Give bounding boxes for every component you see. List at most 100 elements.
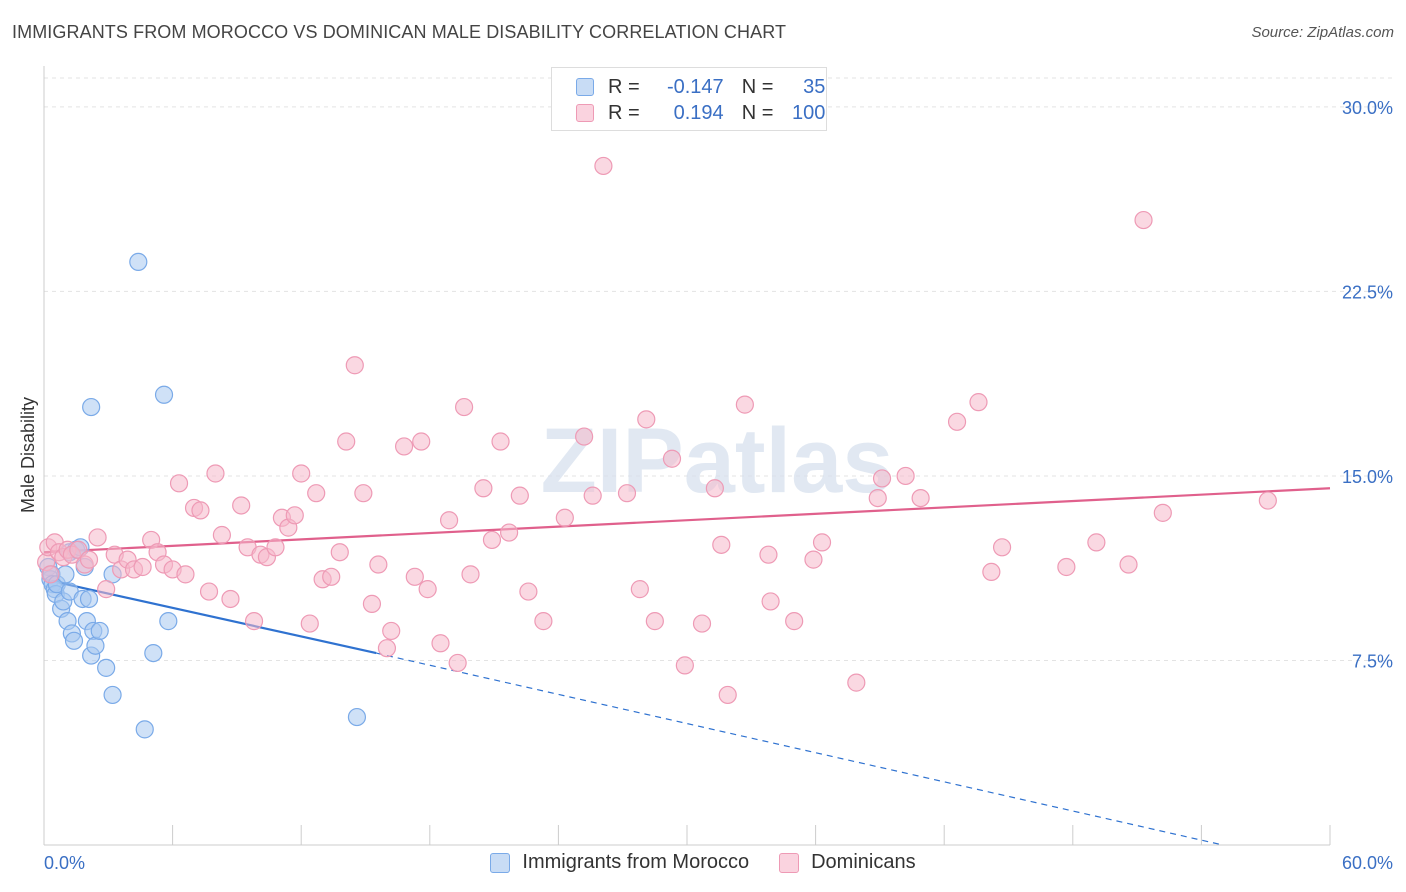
point-dominicans xyxy=(345,356,364,375)
point-morocco xyxy=(64,631,84,650)
y-axis-label: Male Disability xyxy=(18,397,38,513)
legend-swatch-dominicans xyxy=(576,104,594,122)
point-dominicans xyxy=(969,393,988,412)
point-dominicans xyxy=(510,486,529,505)
legend-row-morocco: R = -0.147 N = 35 xyxy=(576,74,825,100)
point-dominicans xyxy=(662,449,682,468)
point-dominicans xyxy=(169,474,189,493)
point-dominicans xyxy=(454,397,474,417)
point-dominicans xyxy=(362,594,382,613)
point-morocco xyxy=(82,397,101,417)
point-dominicans xyxy=(1119,555,1138,574)
point-dominicans xyxy=(412,432,431,451)
legend-n-value-dominicans: 100 xyxy=(792,101,826,124)
y-tick-label: 22.5% xyxy=(1342,282,1393,302)
point-dominicans xyxy=(232,496,251,515)
point-dominicans xyxy=(896,466,915,486)
x-tick-label: 60.0% xyxy=(1342,853,1393,873)
point-dominicans xyxy=(500,523,519,542)
point-dominicans xyxy=(292,464,311,483)
point-dominicans xyxy=(244,612,264,631)
point-dominicans xyxy=(191,501,210,520)
point-dominicans xyxy=(630,580,649,599)
point-dominicans xyxy=(431,634,450,653)
chart-title: IMMIGRANTS FROM MOROCCO VS DOMINICAN MAL… xyxy=(12,22,787,42)
series-label-morocco: Immigrants from Morocco xyxy=(522,851,750,873)
point-morocco xyxy=(90,621,109,641)
point-dominicans xyxy=(88,528,107,547)
point-morocco xyxy=(135,720,154,739)
point-dominicans xyxy=(1087,533,1106,552)
point-dominicans xyxy=(221,589,240,609)
correlation-legend: R = -0.147 N = 35 R = 0.194 N = 100 xyxy=(551,67,827,131)
point-dominicans xyxy=(705,479,724,498)
series-label-dominicans: Dominicans xyxy=(811,851,916,873)
point-dominicans xyxy=(330,543,349,562)
point-dominicans xyxy=(491,432,510,451)
point-dominicans xyxy=(354,484,373,503)
point-morocco xyxy=(97,658,116,677)
point-dominicans xyxy=(692,614,712,633)
legend-n-value-morocco: 35 xyxy=(803,75,826,98)
point-dominicans xyxy=(575,427,594,446)
point-dominicans xyxy=(735,395,754,414)
point-dominicans xyxy=(322,567,341,586)
point-dominicans xyxy=(382,621,401,641)
legend-row-dominicans: R = 0.194 N = 100 xyxy=(576,100,825,126)
point-dominicans xyxy=(300,614,319,633)
point-dominicans xyxy=(718,685,737,705)
point-dominicans xyxy=(637,410,656,429)
point-dominicans xyxy=(1057,557,1076,577)
point-dominicans xyxy=(847,673,866,692)
point-dominicans xyxy=(212,525,231,545)
point-morocco xyxy=(154,385,174,404)
legend-r-label: R = xyxy=(608,101,640,124)
point-dominicans xyxy=(594,156,613,176)
series-legend: Immigrants from Morocco Dominicans xyxy=(0,851,1406,874)
point-dominicans xyxy=(133,557,152,577)
point-dominicans xyxy=(804,550,823,569)
point-dominicans xyxy=(369,555,388,574)
point-dominicans xyxy=(307,484,326,503)
point-dominicans xyxy=(872,469,892,488)
point-dominicans xyxy=(759,545,778,564)
point-dominicans xyxy=(418,580,437,599)
point-dominicans xyxy=(448,653,467,673)
series-swatch-morocco xyxy=(490,852,511,873)
point-dominicans xyxy=(785,612,804,631)
point-dominicans xyxy=(405,567,424,586)
data-points xyxy=(37,156,1277,739)
series-legend-dominicans: Dominicans xyxy=(779,851,916,874)
point-dominicans xyxy=(79,550,99,569)
point-dominicans xyxy=(474,479,493,498)
point-dominicans xyxy=(206,464,225,483)
legend-r-label: R = xyxy=(608,75,640,98)
point-dominicans xyxy=(812,533,832,552)
point-dominicans xyxy=(534,612,553,631)
point-morocco xyxy=(159,612,178,631)
point-dominicans xyxy=(1153,503,1172,522)
point-morocco xyxy=(347,707,367,727)
y-tick-label: 30.0% xyxy=(1342,98,1393,118)
legend-swatch-morocco xyxy=(576,78,594,96)
point-dominicans xyxy=(41,565,60,584)
point-dominicans xyxy=(394,437,414,456)
point-dominicans xyxy=(868,488,887,508)
point-dominicans xyxy=(992,538,1012,557)
point-dominicans xyxy=(176,565,195,584)
point-dominicans xyxy=(555,508,574,527)
legend-n-label: N = xyxy=(741,75,774,98)
point-dominicans xyxy=(461,565,480,584)
source-credit: Source: ZipAtlas.com xyxy=(1251,24,1394,41)
point-dominicans xyxy=(617,484,637,503)
point-dominicans xyxy=(285,506,304,525)
x-tick-label: 0.0% xyxy=(44,853,85,873)
point-dominicans xyxy=(519,582,538,601)
legend-r-value-dominicans: 0.194 xyxy=(673,101,724,124)
point-dominicans xyxy=(1134,210,1153,230)
point-dominicans xyxy=(947,412,967,431)
point-dominicans xyxy=(712,535,731,554)
tick-labels: 7.5% 15.0% 22.5% 30.0% 0.0% 60.0% xyxy=(44,98,1393,873)
point-dominicans xyxy=(337,432,356,451)
point-dominicans xyxy=(377,639,397,658)
